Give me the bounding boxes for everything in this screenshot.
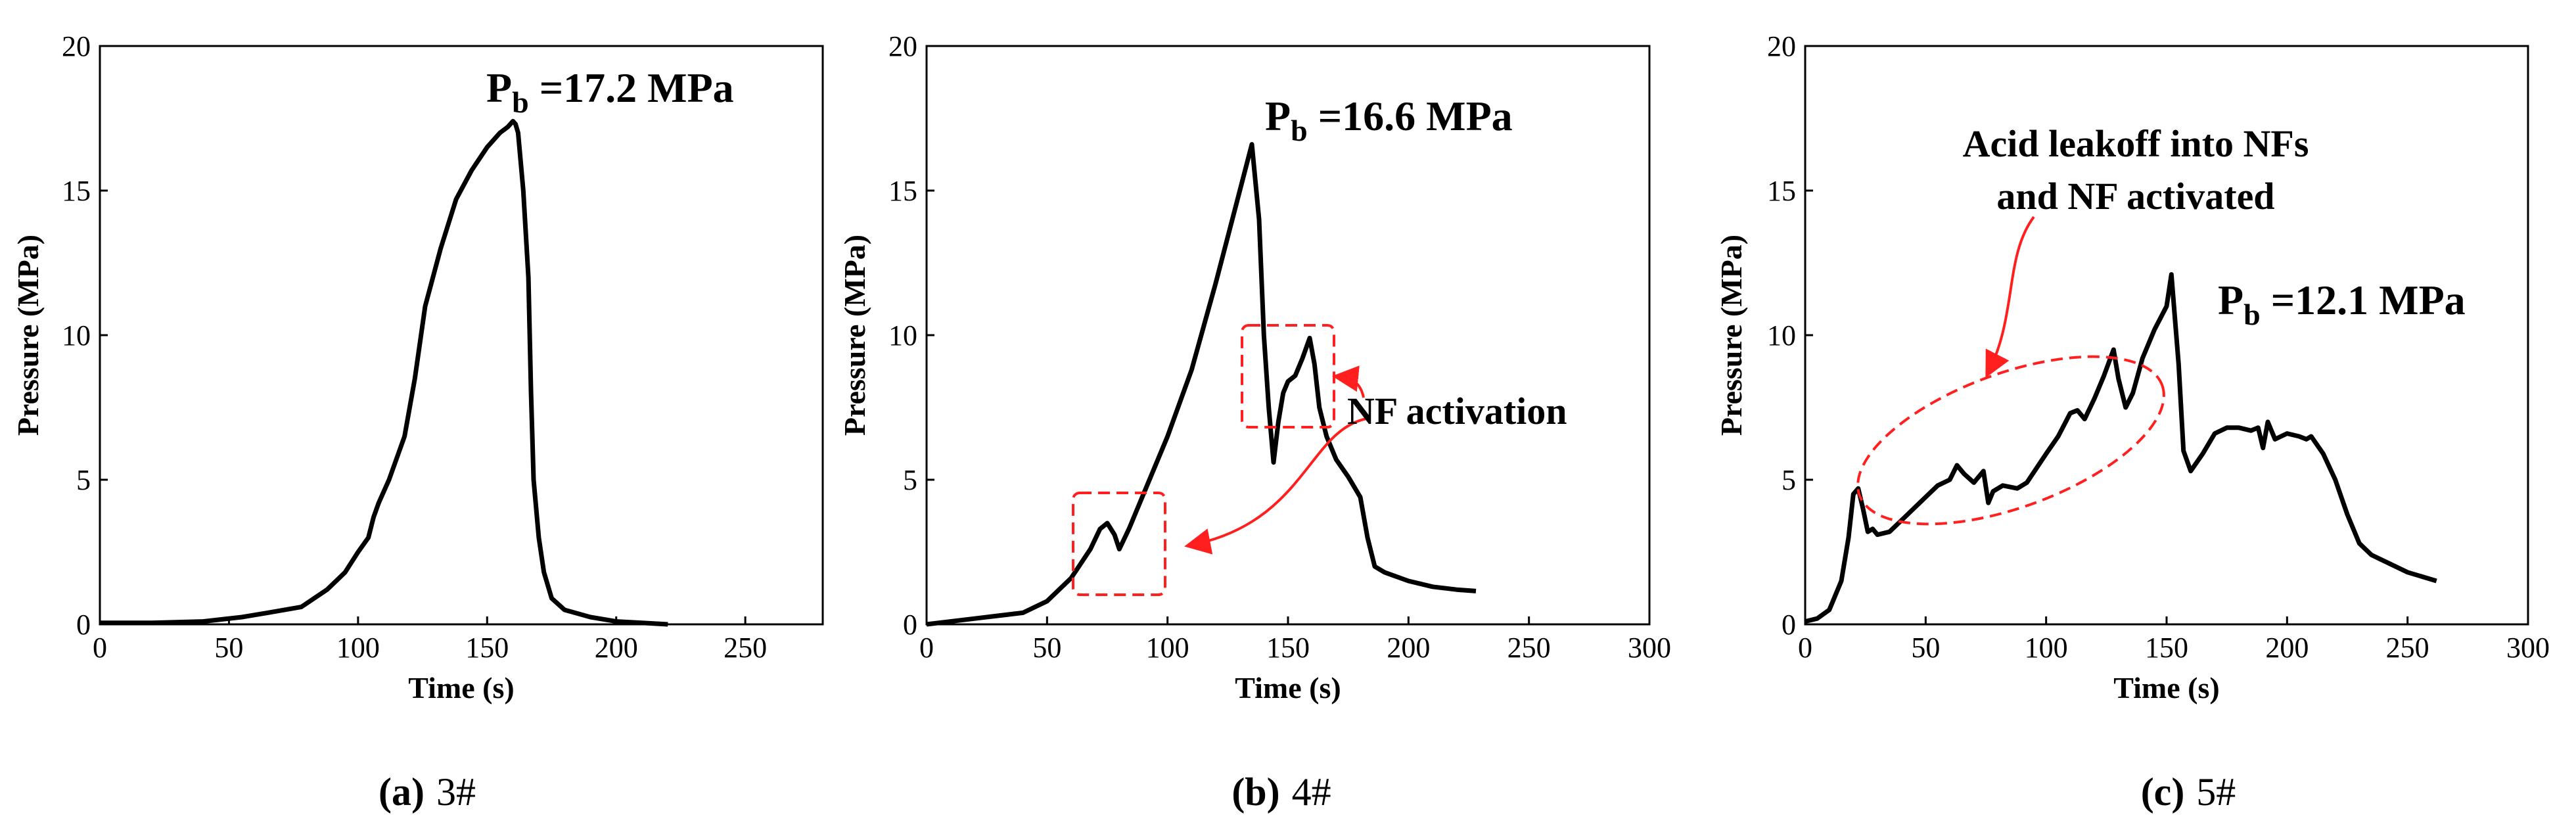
chart-c-ytick-label-1: 5: [1782, 464, 1796, 496]
chart-b-xtick-label-1: 50: [1032, 632, 1061, 664]
chart-a-ticks: 0 50 100 150 200 250 0 5 10 15 20: [62, 30, 767, 664]
chart-c-ticks: 0 50 100 150 200 250 300 0 5 10 15 20: [1767, 30, 2550, 664]
chart-a-pb-annotation: Pb =17.2 MPa: [486, 64, 734, 119]
acid-leakoff-ellipse: [1856, 355, 2165, 526]
nf-arrow-upper: [1332, 365, 1365, 398]
chart-c-xlabel: Time (s): [2113, 671, 2219, 705]
nf-arrow-lower: [1184, 417, 1371, 555]
chart-a-ytick-label-3: 15: [62, 175, 91, 207]
pb-value: =12.1 MPa: [2261, 277, 2466, 323]
acid-leakoff-label-line2: and NF activated: [1996, 175, 2274, 218]
chart-b-ytick-label-0: 0: [903, 609, 917, 641]
pb-prefix: P: [486, 64, 512, 111]
chart-c-ytick-label-4: 20: [1767, 30, 1796, 62]
caption-b: (b) 4#: [1231, 770, 1331, 814]
chart-c-ytick-label-3: 15: [1767, 175, 1796, 207]
chart-a-ylabel: Pressure (MPa): [11, 235, 45, 436]
chart-b-xtick-label-0: 0: [919, 632, 934, 664]
caption-c-sample: 5#: [2196, 770, 2236, 814]
caption-a: (a) 3#: [379, 770, 476, 814]
chart-c-xtick-label-5: 250: [2386, 632, 2429, 664]
chart-a-xtick-label-3: 150: [465, 632, 509, 664]
chart-b-pb-annotation: Pb =16.6 MPa: [1265, 93, 1513, 147]
caption-b-letter: (b): [1231, 770, 1279, 814]
chart-c-frame: [1804, 45, 2529, 626]
chart-a-xtick-label-4: 200: [595, 632, 638, 664]
caption-a-letter: (a): [379, 770, 425, 814]
chart-a: 0 50 100 150 200 250 0 5 10 15 20 Pressure (MPa) T…: [11, 30, 824, 705]
caption-b-sample: 4#: [1292, 770, 1331, 814]
pb-prefix: P: [2218, 277, 2243, 323]
chart-b-ytick-label-4: 20: [888, 30, 917, 62]
chart-a-ytick-label-2: 10: [62, 319, 91, 352]
acid-leakoff-label-line1: Acid leakoff into NFs: [1963, 122, 2309, 165]
caption-c-letter: (c): [2141, 770, 2185, 814]
chart-c: 0 50 100 150 200 250 300 0 5 10 15 20 Pressure (MPa…: [1714, 30, 2550, 705]
pb-value: =16.6 MPa: [1308, 93, 1513, 139]
chart-b-frame: [925, 45, 1651, 626]
chart-c-ylabel: Pressure (MPa): [1714, 235, 1748, 436]
caption-c: (c) 5#: [2141, 770, 2236, 814]
chart-a-ytick-label-0: 0: [76, 609, 91, 641]
chart-b-ytick-label-3: 15: [888, 175, 917, 207]
chart-a-ytick-label-1: 5: [76, 464, 91, 496]
chart-c-xtick-label-6: 300: [2506, 632, 2550, 664]
chart-b-xtick-label-2: 100: [1146, 632, 1189, 664]
chart-c-xtick-label-3: 150: [2145, 632, 2188, 664]
chart-a-xtick-label-2: 100: [336, 632, 380, 664]
chart-c-xtick-label-1: 50: [1911, 632, 1940, 664]
caption-a-sample: 3#: [436, 770, 476, 814]
chart-a-xtick-label-5: 250: [724, 632, 767, 664]
chart-b-xtick-label-4: 200: [1387, 632, 1430, 664]
chart-a-xtick-label-0: 0: [93, 632, 107, 664]
chart-a-xtick-label-1: 50: [214, 632, 243, 664]
chart-a-frame: [99, 45, 824, 626]
chart-a-series-line: [100, 118, 668, 627]
chart-b-xtick-label-5: 250: [1507, 632, 1551, 664]
chart-b-ytick-label-1: 5: [903, 464, 917, 496]
pb-value: =17.2 MPa: [529, 64, 734, 111]
chart-c-xtick-label-0: 0: [1798, 632, 1812, 664]
chart-c-ytick-label-2: 10: [1767, 319, 1796, 352]
chart-c-ytick-label-0: 0: [1782, 609, 1796, 641]
chart-b-ylabel: Pressure (MPa): [838, 235, 871, 436]
chart-b: 0 50 100 150 200 250 300 0 5 10 15 20 Pressure (MPa…: [838, 30, 1671, 705]
chart-b-xtick-label-3: 150: [1266, 632, 1310, 664]
chart-c-series-line: [1805, 272, 2437, 624]
chart-a-ytick-label-4: 20: [62, 30, 91, 62]
chart-c-xtick-label-2: 100: [2025, 632, 2068, 664]
pb-subscript: b: [2243, 298, 2261, 331]
acid-leakoff-arrow: [1985, 216, 2035, 379]
chart-b-xtick-label-6: 300: [1628, 632, 1671, 664]
chart-b-xlabel: Time (s): [1235, 671, 1341, 705]
chart-c-xtick-label-4: 200: [2265, 632, 2309, 664]
pb-subscript: b: [512, 85, 529, 119]
pb-prefix: P: [1265, 93, 1291, 139]
pb-subscript: b: [1291, 114, 1308, 147]
chart-b-ytick-label-2: 10: [888, 319, 917, 352]
nf-activation-box-lower: [1072, 492, 1166, 596]
nf-activation-label: NF activation: [1347, 390, 1567, 432]
chart-c-pb-annotation: Pb =12.1 MPa: [2218, 277, 2466, 331]
chart-a-xlabel: Time (s): [408, 671, 514, 705]
chart-b-series-line: [926, 142, 1477, 627]
chart-b-ticks: 0 50 100 150 200 250 300 0 5 10 15 20: [888, 30, 1671, 664]
